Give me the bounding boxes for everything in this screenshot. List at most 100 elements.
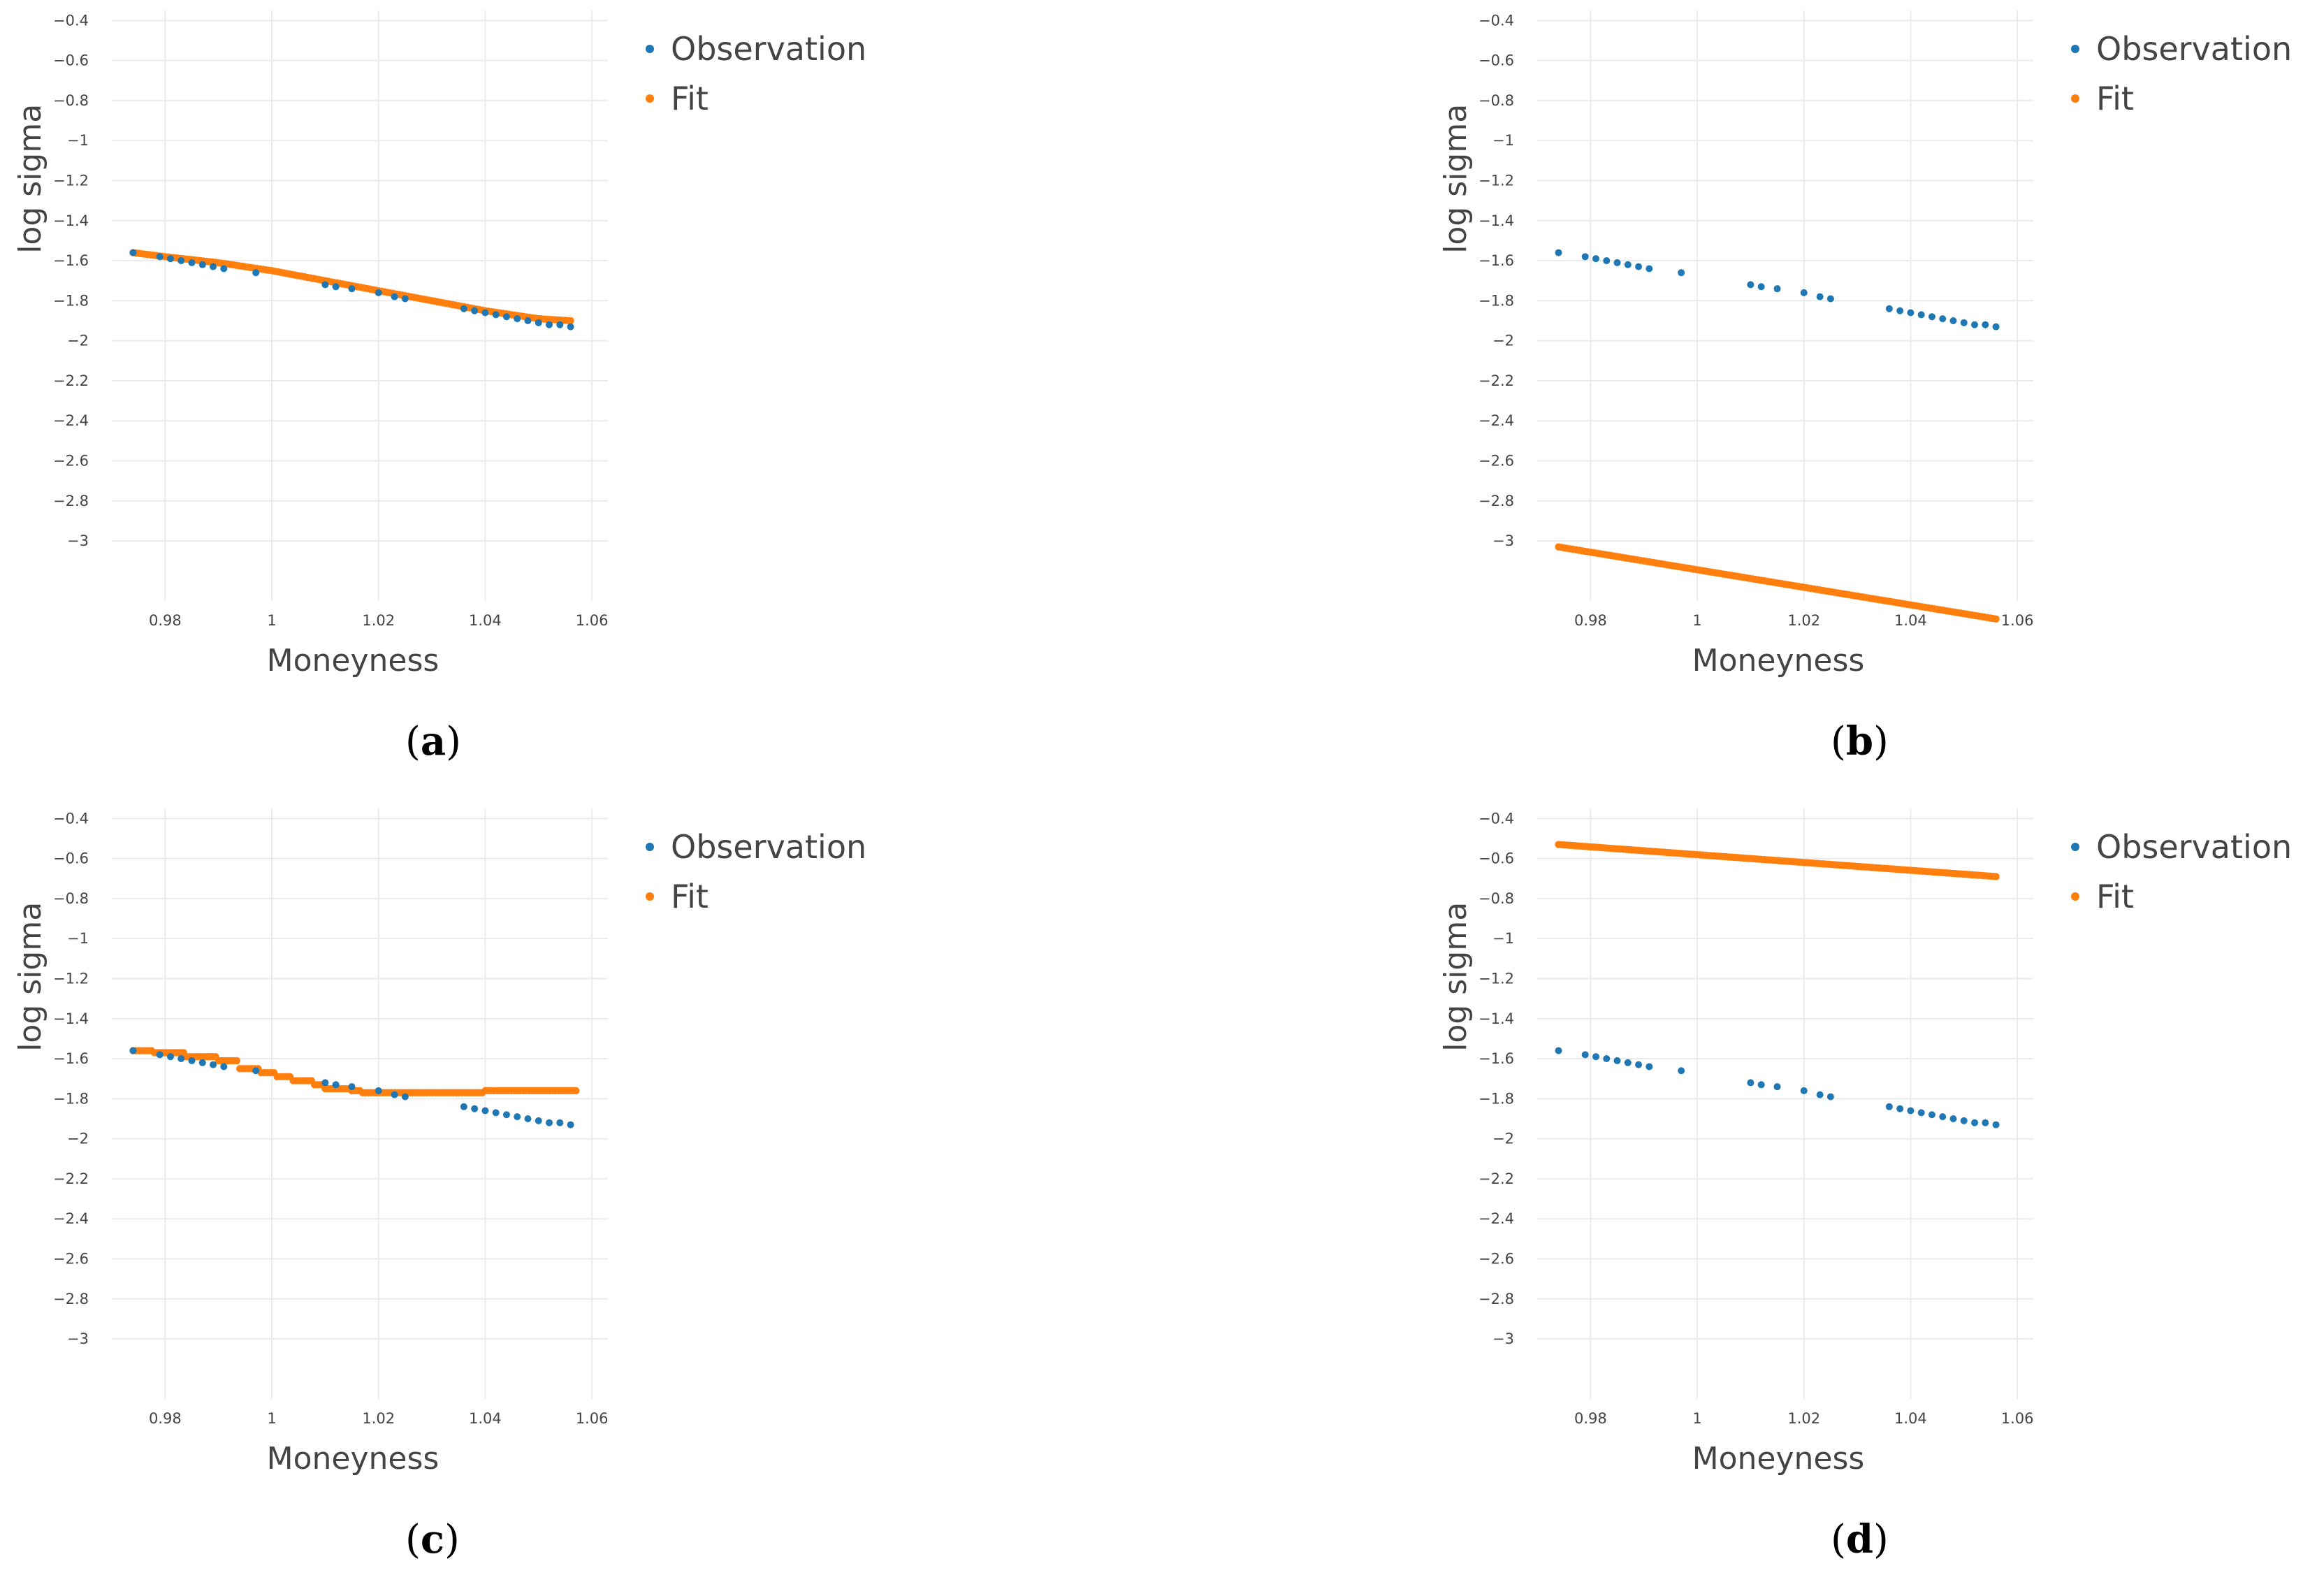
legend: Observation Fit: [2071, 828, 2292, 915]
x-tick-label: 1.06: [576, 612, 609, 629]
y-tick-label: −2: [1492, 333, 1514, 349]
observation-point: [1635, 1061, 1643, 1068]
x-tick-label: 1.02: [1787, 1410, 1820, 1427]
y-tick-label: −0.8: [53, 890, 89, 907]
y-tick-label: −1.4: [53, 212, 89, 229]
y-tick-label: −1.6: [53, 252, 89, 269]
fit-series: [129, 249, 574, 325]
observation-point: [514, 1113, 521, 1121]
observation-point: [198, 1059, 206, 1066]
y-tick-label: −1.8: [1479, 292, 1514, 309]
observation-point: [348, 1083, 356, 1091]
x-axis-title: Moneyness: [267, 1441, 440, 1477]
observation-point: [514, 315, 521, 323]
observation-point: [1907, 309, 1915, 317]
y-tick-label: −0.4: [53, 12, 89, 29]
legend-observation-label: Observation: [671, 828, 866, 866]
fit-point: [572, 1087, 580, 1095]
legend: Observation Fit: [2071, 30, 2292, 117]
y-tick-label: −2.4: [1479, 412, 1514, 429]
fit-point: [567, 317, 574, 325]
observation-point: [177, 1055, 185, 1063]
y-tick-label: −1.6: [53, 1050, 89, 1067]
panel-label-c: (c): [405, 1516, 460, 1562]
observation-point: [524, 1115, 532, 1122]
observation-point: [1581, 1051, 1589, 1059]
observation-point: [1816, 1091, 1824, 1098]
observation-point: [502, 1111, 510, 1119]
observation-point: [1885, 305, 1893, 312]
y-tick-label: −0.8: [1479, 92, 1514, 109]
y-tick-label: −0.4: [53, 810, 89, 827]
y-tick-label: −2.6: [53, 1250, 89, 1267]
observation-point: [556, 1119, 564, 1126]
observation-point: [166, 255, 174, 263]
observation-point: [1800, 289, 1808, 296]
observation-point: [1917, 311, 1925, 319]
observation-point: [1971, 321, 1979, 328]
observation-point: [1603, 257, 1611, 265]
observation-point: [1896, 1105, 1904, 1112]
y-tick-label: −1.2: [1479, 172, 1514, 189]
observation-point: [1624, 1059, 1632, 1066]
chart-b-svg: −0.4 −0.6 −0.8 −1 −1.2 −1.4 −1.6 −1.8 −2 −2.2 −2.4…: [1438, 10, 2292, 679]
observation-point: [1800, 1087, 1808, 1094]
legend-fit-label: Fit: [2096, 80, 2134, 117]
x-tick-label: 1: [1692, 612, 1701, 629]
panel-a: −0.4 −0.6 −0.8 −1 −1.2 −1.4 −1.6 −1.8 −2 −2.2 −2.4…: [0, 0, 1155, 798]
observation-point: [1917, 1109, 1925, 1117]
legend-fit-label: Fit: [671, 878, 709, 915]
y-tick-label: −0.6: [1479, 52, 1514, 69]
observation-point: [481, 309, 489, 317]
grid: [1537, 808, 2033, 1399]
observation-point: [1939, 1113, 1947, 1121]
x-tick-label: 1: [267, 612, 276, 629]
legend: Observation Fit: [646, 30, 866, 117]
y-tick-label: −2: [67, 333, 89, 349]
x-tick-label: 1.06: [576, 1410, 609, 1427]
observation-point: [129, 1047, 137, 1054]
x-tick-label: 1.02: [362, 612, 395, 629]
observation-series: [129, 1047, 574, 1129]
observation-point: [1773, 1083, 1781, 1091]
y-tick-label: −3: [67, 1330, 89, 1347]
observation-point: [177, 257, 185, 265]
observation-point: [492, 311, 500, 319]
x-tick-label: 1.04: [469, 612, 502, 629]
observation-point: [481, 1107, 489, 1115]
panel-label-d: (d): [1831, 1516, 1889, 1562]
y-axis-title: log sigma: [1438, 902, 1474, 1052]
y-tick-label: −1: [67, 930, 89, 947]
x-tick-label: 0.98: [1574, 1410, 1607, 1427]
observation-point: [1613, 259, 1621, 266]
x-tick-label: 1.02: [362, 1410, 395, 1427]
observation-point: [567, 1121, 574, 1129]
panel-label-a: (a): [405, 718, 462, 764]
y-tick-label: −3: [67, 532, 89, 549]
observation-point: [1982, 1119, 1989, 1126]
legend-fit-marker: [2071, 892, 2079, 901]
y-tick-label: −0.6: [53, 850, 89, 867]
panel-b: −0.4 −0.6 −0.8 −1 −1.2 −1.4 −1.6 −1.8 −2 −2.2 −2.4…: [1425, 0, 2310, 798]
y-tick-label: −1: [1492, 132, 1514, 149]
observation-point: [220, 1063, 228, 1071]
observation-point: [1982, 321, 1989, 328]
x-tick-label: 1.04: [1894, 612, 1927, 629]
x-tick-label: 0.98: [1574, 612, 1607, 629]
y-tick-label: −2.6: [1479, 1250, 1514, 1267]
x-axis-title: Moneyness: [1692, 1441, 1865, 1477]
observation-point: [556, 321, 564, 328]
observation-point: [1581, 253, 1589, 261]
legend-observation-marker: [2071, 45, 2079, 53]
observation-point: [1646, 1063, 1653, 1071]
y-axis-title: log sigma: [13, 104, 48, 254]
y-tick-label: −2: [1492, 1131, 1514, 1147]
observation-point: [1939, 315, 1947, 323]
chart-a-svg: −0.4 −0.6 −0.8 −1 −1.2 −1.4 −1.6 −1.8 −2 −2.2 −2.4…: [13, 10, 866, 679]
y-tick-label: −2.8: [53, 493, 89, 509]
panel-d: −0.4 −0.6 −0.8 −1 −1.2 −1.4 −1.6 −1.8 −2 −2.2 −2.4…: [1425, 798, 2310, 1596]
grid: [1537, 10, 2033, 601]
panel-c: −0.4 −0.6 −0.8 −1 −1.2 −1.4 −1.6 −1.8 −2 −2.2 −2.4…: [0, 798, 1155, 1596]
observation-point: [1635, 263, 1643, 270]
observation-point: [1885, 1103, 1893, 1110]
